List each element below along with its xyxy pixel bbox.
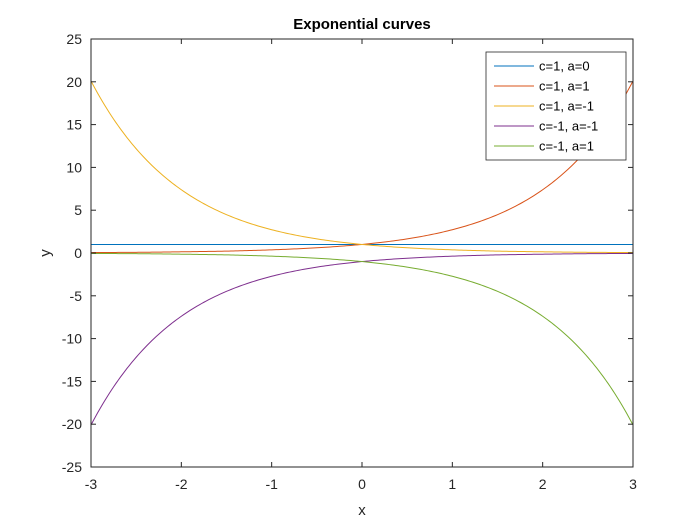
y-tick-label: 15 bbox=[66, 117, 82, 133]
y-tick-label: -15 bbox=[62, 373, 82, 389]
y-tick-label: 20 bbox=[66, 74, 82, 90]
x-tick-label: 1 bbox=[448, 476, 456, 492]
y-tick-label: -20 bbox=[62, 416, 82, 432]
x-tick-label: -2 bbox=[175, 476, 188, 492]
legend-label-1: c=1, a=0 bbox=[539, 59, 590, 74]
legend-label-4: c=-1, a=-1 bbox=[539, 119, 598, 134]
x-tick-label: 2 bbox=[539, 476, 547, 492]
chart-title: Exponential curves bbox=[293, 16, 431, 33]
y-tick-label: 5 bbox=[74, 202, 82, 218]
x-tick-label: -1 bbox=[265, 476, 278, 492]
y-tick-label: -10 bbox=[62, 331, 82, 347]
x-tick-label: 0 bbox=[358, 476, 366, 492]
x-tick-label: 3 bbox=[629, 476, 637, 492]
series-line-3 bbox=[90, 80, 634, 254]
y-axis-label: y bbox=[37, 249, 54, 257]
y-tick-label: 0 bbox=[74, 245, 82, 261]
y-tick-label: 25 bbox=[66, 31, 82, 47]
x-tick-label: -3 bbox=[85, 476, 98, 492]
legend-label-5: c=-1, a=1 bbox=[539, 139, 594, 154]
series-line-5 bbox=[90, 252, 634, 426]
y-tick-label: -5 bbox=[70, 288, 83, 304]
series-layer bbox=[90, 80, 634, 426]
x-axis-label: x bbox=[358, 502, 366, 519]
legend: c=1, a=0 c=1, a=1 c=1, a=-1 c=-1, a=-1 c=-1,… bbox=[485, 51, 627, 161]
legend-label-2: c=1, a=1 bbox=[539, 79, 590, 94]
y-tick-label: -25 bbox=[62, 459, 82, 475]
legend-label-3: c=1, a=-1 bbox=[539, 99, 594, 114]
y-tick-label: 10 bbox=[66, 159, 82, 175]
